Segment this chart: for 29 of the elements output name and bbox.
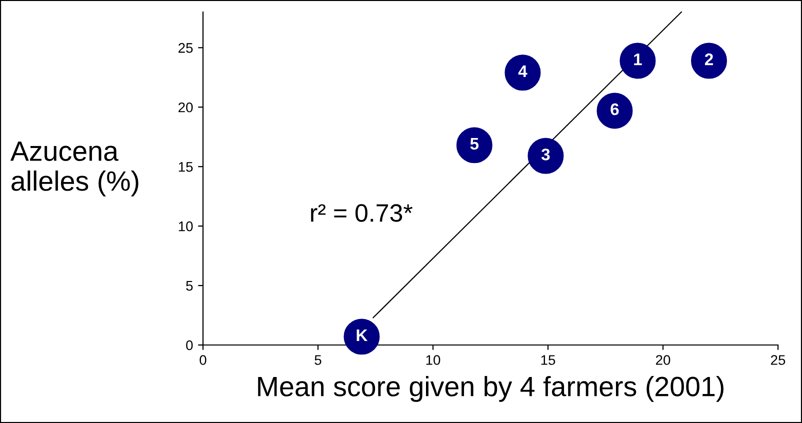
x-tick-label: 20 [656,355,670,365]
x-tick-label: 5 [314,355,322,365]
annotation: r² = 0.73* [311,204,413,222]
point [691,42,727,79]
point [456,127,492,164]
point [504,54,541,91]
annotation: 2 [704,53,713,66]
y-tick-label: 20 [178,102,193,112]
point [344,318,380,355]
x-tick-label: 0 [200,355,206,365]
x-axis-title: Mean score given by 4 farmers (2001) [258,376,724,402]
y-tick-label: 0 [186,340,193,350]
y-tick-label: 15 [178,162,193,172]
point [528,138,564,174]
y-axis-title: Azucena alleles (%) [10,142,138,196]
annotation: 4 [518,65,528,77]
x-tick-label: 15 [541,355,556,365]
annotation: 6 [610,103,619,116]
annotation: K [356,330,368,341]
y-tick-label: 25 [178,43,193,53]
point [620,42,656,79]
x-tick-label: 25 [770,355,786,365]
annotation: 3 [541,148,550,160]
y-tick-label: 5 [186,281,193,291]
annotation: 1 [634,54,642,66]
annotation: 5 [470,138,479,150]
point [596,92,633,129]
y-tick-label: 10 [178,221,193,232]
x-tick-label: 10 [426,355,440,365]
